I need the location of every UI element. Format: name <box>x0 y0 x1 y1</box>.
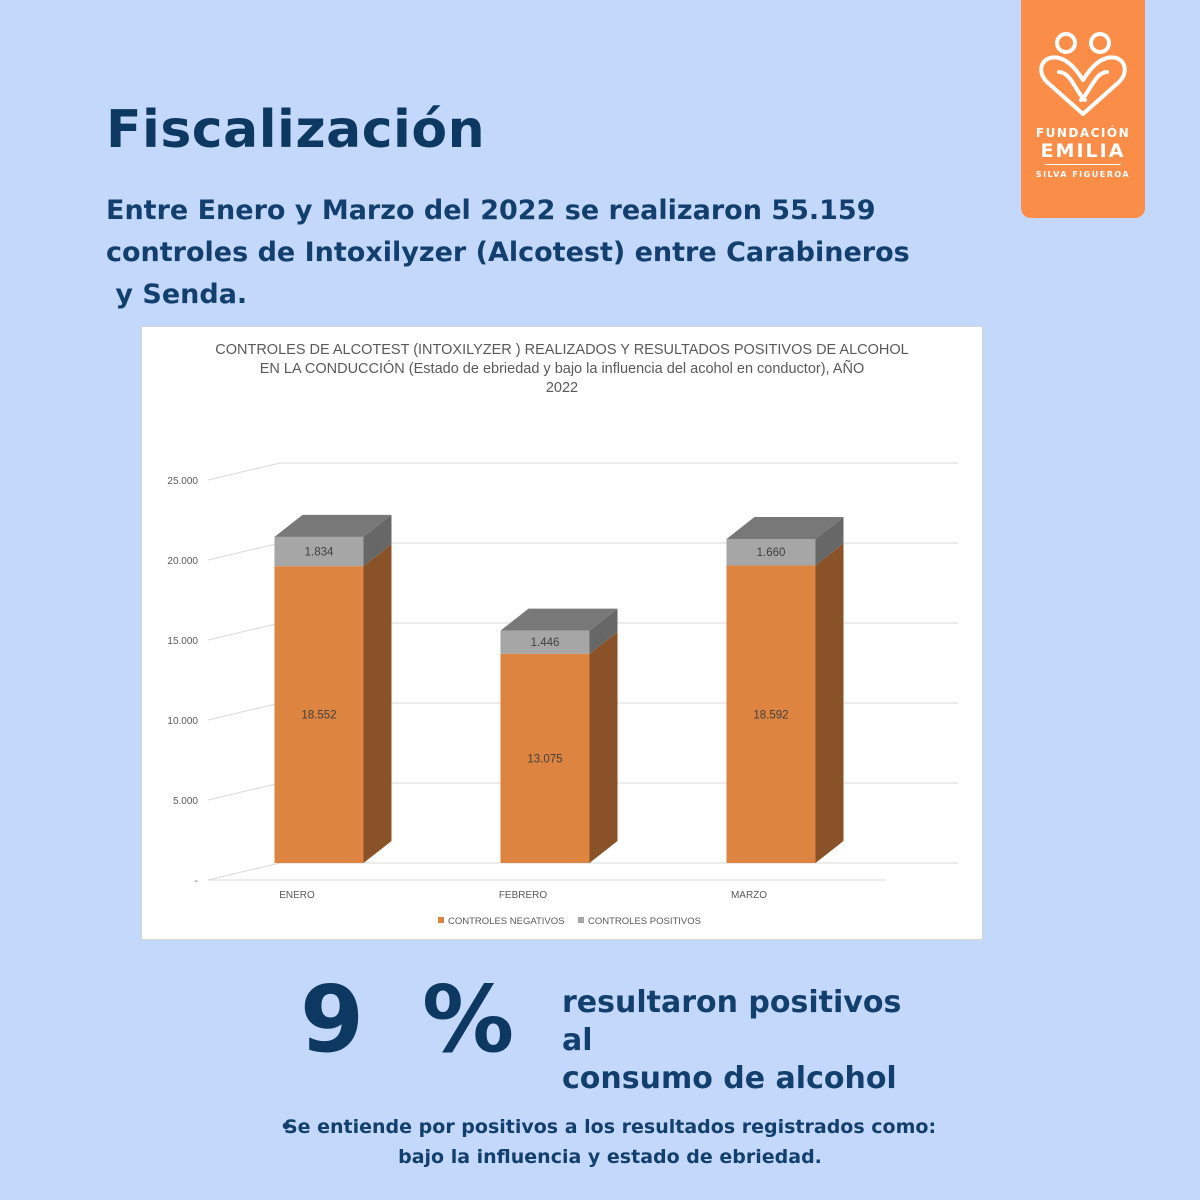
intro-line-2: controles de Intoxilyzer (Alcotest) entr… <box>106 237 910 268</box>
y-tick-label: 10.000 <box>167 716 198 727</box>
footnote-line-1: Se entiende por positivos a los resultad… <box>283 1116 937 1138</box>
chart-plot: - 5.000 10.000 15.000 20.000 25.000 18.552 1.83… <box>167 462 958 927</box>
legend-label: CONTROLES NEGATIVOS <box>448 916 564 927</box>
intro-text: Entre Enero y Marzo del 2022 se realizar… <box>106 190 926 316</box>
footnote-line-2: bajo la influencia y estado de ebriedad. <box>398 1146 822 1168</box>
data-label: 1.660 <box>757 547 786 559</box>
chart-title-line-1: CONTROLES DE ALCOTEST (INTOXILYZER ) REA… <box>215 342 909 358</box>
gridline-side <box>207 622 281 641</box>
bar-segment <box>726 538 816 566</box>
chart-title-line-3: 2022 <box>545 380 579 396</box>
footnote: • Se entiende por positivos a los result… <box>280 1112 940 1172</box>
x-tick-label: ENERO <box>279 890 315 901</box>
logo-line-1: FUNDACIÓN <box>1035 126 1131 140</box>
gridline-side <box>207 462 281 481</box>
data-label: 1.446 <box>531 637 560 649</box>
bar-top <box>500 608 618 631</box>
legend-swatch <box>438 917 444 923</box>
two-people-heart-icon <box>1039 32 1127 116</box>
data-label: 1.834 <box>305 546 334 558</box>
bar-segment <box>274 536 364 567</box>
x-tick-label: MARZO <box>731 890 767 901</box>
intro-line-1: Entre Enero y Marzo del 2022 se realizar… <box>106 195 876 226</box>
legend-swatch <box>578 917 584 923</box>
data-label: 18.592 <box>753 709 788 721</box>
x-tick-label: FEBRERO <box>499 890 548 901</box>
bar-side <box>363 544 392 863</box>
bar-side <box>363 514 392 567</box>
y-tick-label: 5.000 <box>173 796 198 807</box>
gridline-side <box>207 782 281 801</box>
bar-segment <box>500 653 590 863</box>
percentage-label-line-2: consumo de alcohol <box>562 1061 897 1096</box>
y-tick-label: 20.000 <box>167 556 198 567</box>
bar-segment <box>500 630 590 654</box>
intro-line-3: y Senda. <box>106 279 248 310</box>
foundation-logo: FUNDACIÓN EMILIA SILVA FIGUEROA <box>1021 0 1145 218</box>
bar-side <box>815 516 844 566</box>
page-title: Fiscalización <box>106 100 486 160</box>
data-label: 13.075 <box>527 753 562 765</box>
logo-divider <box>1045 164 1121 165</box>
bar-segment <box>726 565 816 863</box>
logo-line-2: EMILIA <box>1040 140 1126 162</box>
bar-chart: CONTROLES DE ALCOTEST (INTOXILYZER ) REA… <box>141 326 983 940</box>
percentage-label-line-1: resultaron positivos al <box>562 985 902 1058</box>
chart-title: CONTROLES DE ALCOTEST (INTOXILYZER ) REA… <box>202 341 922 398</box>
y-tick-label: - <box>195 876 198 887</box>
bar-top <box>726 516 844 539</box>
bar-top <box>274 514 392 537</box>
bar-side <box>589 631 618 863</box>
logo-line-3: SILVA FIGUEROA <box>1035 170 1131 179</box>
gridline-side <box>207 542 281 561</box>
bar-side <box>815 543 844 863</box>
gridline-side <box>207 862 281 881</box>
positive-percentage-label: resultaron positivos al consumo de alcoh… <box>562 984 942 1098</box>
bar-segment <box>274 566 364 863</box>
gridline-side <box>207 702 281 721</box>
y-tick-label: 15.000 <box>167 636 198 647</box>
positive-percentage: 9 % <box>300 966 515 1073</box>
legend-label: CONTROLES POSITIVOS <box>588 916 701 927</box>
bullet-icon: • <box>280 1116 293 1138</box>
y-tick-label: 25.000 <box>167 476 198 487</box>
chart-title-line-2: EN LA CONDUCCIÓN (Estado de ebriedad y b… <box>259 361 865 377</box>
data-label: 18.552 <box>301 710 336 722</box>
bar-side <box>589 608 618 654</box>
